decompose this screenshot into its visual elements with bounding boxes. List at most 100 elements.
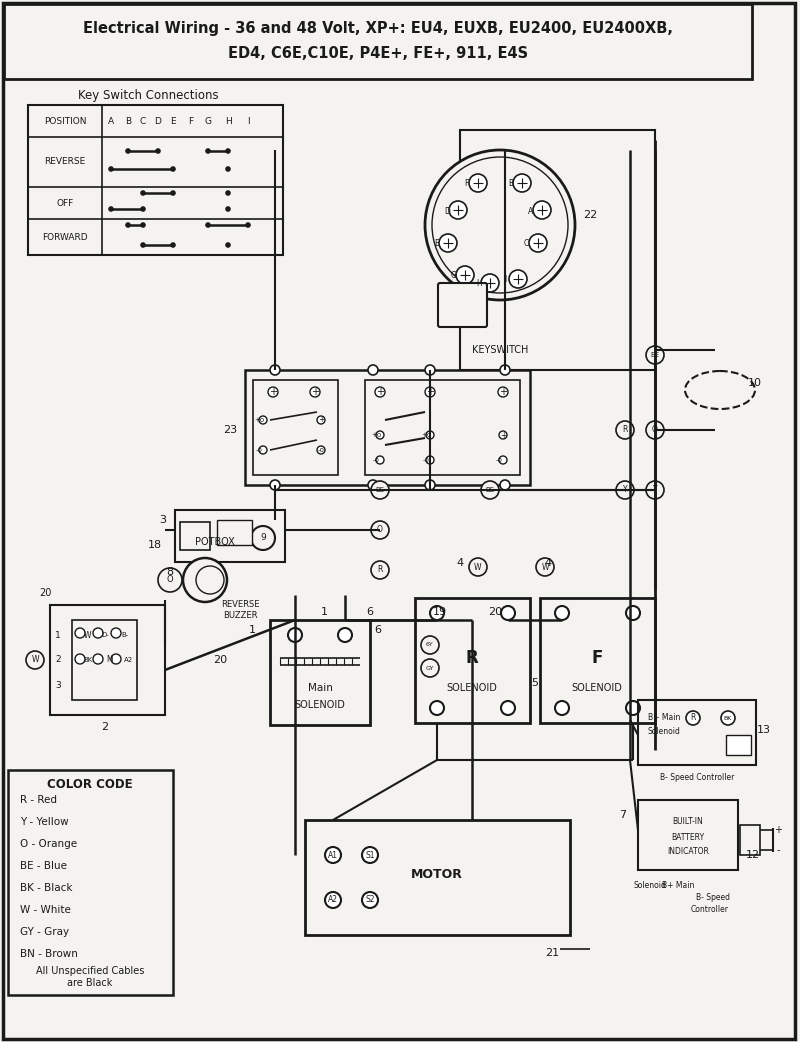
- Text: W: W: [84, 630, 92, 640]
- Bar: [415, 598, 530, 723]
- Text: 8: 8: [166, 567, 174, 577]
- Text: FORWARD: FORWARD: [42, 232, 88, 242]
- Circle shape: [616, 481, 634, 499]
- Circle shape: [368, 480, 378, 490]
- Bar: [217, 520, 252, 545]
- Text: +: +: [499, 387, 507, 397]
- Text: -o: -o: [495, 457, 502, 463]
- Text: W: W: [31, 655, 38, 665]
- Circle shape: [108, 167, 114, 172]
- Circle shape: [646, 346, 664, 364]
- Circle shape: [439, 234, 457, 252]
- Circle shape: [111, 654, 121, 664]
- Text: 6Y: 6Y: [426, 643, 434, 647]
- Circle shape: [251, 526, 275, 550]
- Circle shape: [259, 416, 267, 424]
- Bar: [638, 700, 756, 765]
- Circle shape: [646, 421, 664, 439]
- Text: 22: 22: [583, 210, 597, 220]
- Circle shape: [125, 222, 131, 228]
- Circle shape: [226, 242, 231, 248]
- Text: I: I: [246, 117, 250, 125]
- Circle shape: [125, 148, 131, 154]
- Circle shape: [513, 174, 531, 192]
- Circle shape: [75, 628, 85, 638]
- Bar: [270, 620, 370, 725]
- Text: Solenoid: Solenoid: [648, 727, 681, 737]
- Circle shape: [270, 365, 280, 375]
- Text: +: +: [774, 825, 782, 835]
- Circle shape: [533, 201, 551, 219]
- Text: A2: A2: [328, 895, 338, 904]
- Text: 13: 13: [757, 725, 771, 735]
- Circle shape: [108, 206, 114, 212]
- Text: A1: A1: [328, 850, 338, 860]
- Text: 4: 4: [457, 559, 463, 568]
- Text: BE: BE: [650, 352, 659, 358]
- Text: G: G: [451, 272, 457, 280]
- Bar: [460, 130, 655, 370]
- Text: R: R: [622, 425, 628, 435]
- Circle shape: [500, 365, 510, 375]
- Circle shape: [499, 456, 507, 464]
- Circle shape: [421, 659, 439, 677]
- Text: +: +: [318, 416, 324, 424]
- Circle shape: [371, 521, 389, 539]
- Text: 19: 19: [433, 607, 447, 617]
- Text: 1: 1: [321, 607, 327, 617]
- Circle shape: [245, 222, 251, 228]
- Bar: [50, 605, 165, 715]
- Text: A: A: [108, 117, 114, 125]
- Circle shape: [626, 701, 640, 715]
- Text: E: E: [170, 117, 176, 125]
- Circle shape: [317, 416, 325, 424]
- Bar: [740, 825, 760, 855]
- Text: +: +: [500, 430, 506, 440]
- Text: 9: 9: [260, 534, 266, 543]
- Text: BK - Black: BK - Black: [20, 883, 73, 893]
- Text: 1: 1: [249, 625, 255, 635]
- Bar: [175, 510, 285, 562]
- Text: -o: -o: [318, 447, 325, 453]
- Circle shape: [501, 606, 515, 620]
- Text: D-: D-: [101, 632, 109, 638]
- Circle shape: [226, 191, 231, 196]
- Text: BUILT-IN: BUILT-IN: [673, 818, 703, 826]
- Circle shape: [310, 387, 320, 397]
- Text: REVERSE
BUZZER: REVERSE BUZZER: [221, 600, 259, 620]
- Text: B: B: [125, 117, 131, 125]
- Text: +: +: [426, 387, 434, 397]
- Text: BE - Blue: BE - Blue: [20, 861, 67, 871]
- Text: -: -: [776, 845, 780, 855]
- Text: S1: S1: [366, 850, 374, 860]
- Circle shape: [226, 148, 231, 154]
- Circle shape: [170, 191, 176, 196]
- Circle shape: [140, 242, 146, 248]
- Text: ED4, C6E,C10E, P4E+, FE+, 911, E4S: ED4, C6E,C10E, P4E+, FE+, 911, E4S: [228, 47, 528, 61]
- Circle shape: [338, 628, 352, 642]
- Text: -o: -o: [422, 457, 430, 463]
- Circle shape: [140, 191, 146, 196]
- Text: 2: 2: [55, 655, 61, 665]
- Text: S2: S2: [366, 895, 374, 904]
- Text: +: +: [269, 387, 277, 397]
- Bar: [180, 522, 210, 550]
- Circle shape: [469, 174, 487, 192]
- Text: COLOR CODE: COLOR CODE: [47, 777, 133, 791]
- Circle shape: [325, 892, 341, 908]
- Bar: [253, 380, 338, 475]
- Text: C: C: [140, 117, 146, 125]
- Circle shape: [555, 606, 569, 620]
- Text: BATTERY: BATTERY: [671, 833, 705, 842]
- Text: Y: Y: [622, 486, 627, 495]
- Circle shape: [170, 167, 176, 172]
- Circle shape: [425, 387, 435, 397]
- Text: A2: A2: [123, 658, 133, 663]
- Bar: [28, 105, 283, 255]
- Text: REVERSE: REVERSE: [44, 157, 86, 167]
- Text: W - White: W - White: [20, 905, 71, 915]
- Circle shape: [481, 274, 499, 292]
- Text: G: G: [205, 117, 211, 125]
- Text: 6: 6: [366, 607, 374, 617]
- Circle shape: [425, 150, 575, 300]
